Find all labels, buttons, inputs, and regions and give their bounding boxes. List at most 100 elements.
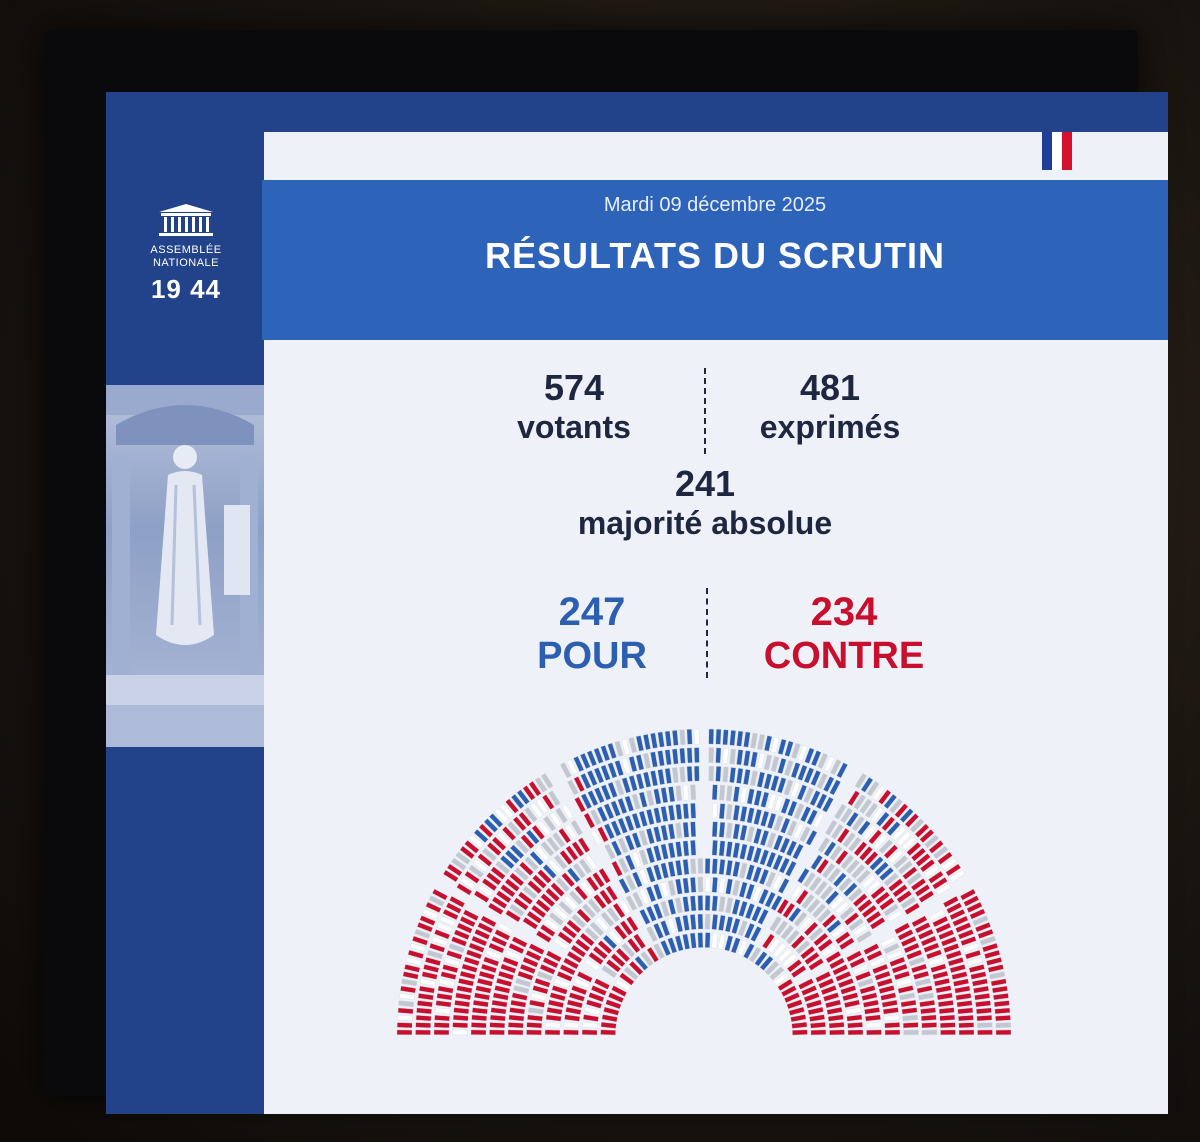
seat bbox=[932, 876, 948, 890]
seat bbox=[729, 729, 737, 746]
seat bbox=[759, 955, 774, 971]
seat bbox=[793, 911, 808, 927]
seat bbox=[593, 893, 607, 910]
seat bbox=[715, 728, 722, 745]
seat bbox=[902, 866, 918, 880]
seat bbox=[470, 1022, 487, 1029]
seat bbox=[573, 977, 590, 989]
seat bbox=[674, 935, 684, 952]
seat bbox=[453, 929, 470, 941]
seat bbox=[866, 780, 880, 797]
seat bbox=[601, 965, 618, 979]
seat bbox=[987, 964, 1004, 973]
seat bbox=[895, 977, 913, 987]
seat bbox=[942, 895, 959, 908]
seat bbox=[433, 929, 451, 940]
seat bbox=[444, 957, 461, 967]
seat bbox=[847, 790, 861, 807]
seat bbox=[565, 845, 579, 861]
seat bbox=[650, 751, 658, 768]
seat bbox=[975, 1000, 992, 1008]
seat bbox=[664, 767, 672, 784]
seat bbox=[915, 853, 931, 867]
hemicycle-chart bbox=[396, 728, 1012, 1036]
seat bbox=[603, 1006, 620, 1016]
seat bbox=[824, 999, 842, 1009]
seat bbox=[803, 871, 816, 888]
seat bbox=[679, 766, 686, 783]
seat bbox=[491, 935, 508, 947]
seat bbox=[772, 942, 787, 958]
seat bbox=[730, 937, 741, 954]
seat bbox=[872, 963, 889, 975]
seat bbox=[711, 877, 718, 893]
seat bbox=[865, 880, 881, 895]
seat bbox=[563, 1029, 579, 1036]
majorite-label: majorité absolue bbox=[577, 505, 833, 541]
seat bbox=[977, 1029, 993, 1036]
seat bbox=[610, 953, 626, 968]
seat bbox=[757, 733, 766, 751]
seat bbox=[899, 808, 914, 823]
seat bbox=[718, 840, 726, 857]
seat bbox=[913, 970, 930, 980]
seat bbox=[501, 826, 517, 841]
seat bbox=[481, 847, 498, 862]
seat bbox=[588, 951, 604, 966]
seat bbox=[675, 822, 683, 839]
seat bbox=[742, 943, 755, 960]
seat bbox=[904, 813, 920, 828]
seat bbox=[916, 985, 933, 994]
seat bbox=[543, 815, 557, 832]
seat bbox=[974, 993, 991, 1001]
seat bbox=[667, 861, 676, 878]
seat bbox=[660, 843, 669, 860]
seat bbox=[795, 940, 811, 955]
seat bbox=[642, 752, 652, 769]
seat bbox=[690, 858, 697, 875]
seat bbox=[452, 1014, 469, 1022]
seat bbox=[697, 895, 704, 911]
seat bbox=[928, 840, 944, 854]
seat bbox=[478, 823, 494, 838]
seat bbox=[765, 851, 777, 868]
seat bbox=[660, 881, 670, 898]
seat bbox=[416, 921, 434, 933]
seat bbox=[564, 823, 578, 840]
seat bbox=[919, 999, 936, 1008]
seat bbox=[724, 916, 734, 933]
seat bbox=[739, 805, 748, 823]
seat bbox=[744, 922, 755, 939]
seat bbox=[512, 816, 527, 832]
seat bbox=[886, 821, 901, 837]
seat bbox=[732, 861, 741, 878]
seat bbox=[564, 1014, 581, 1022]
seat bbox=[778, 857, 791, 874]
seat bbox=[769, 916, 782, 932]
seat bbox=[800, 945, 816, 960]
seat bbox=[635, 754, 645, 771]
seat bbox=[808, 926, 824, 942]
seat bbox=[570, 944, 587, 958]
seat bbox=[968, 964, 985, 973]
seat bbox=[853, 794, 867, 810]
seat bbox=[838, 937, 855, 951]
seat bbox=[780, 797, 791, 815]
seat bbox=[495, 890, 512, 904]
seat bbox=[935, 883, 952, 896]
seat bbox=[825, 950, 842, 964]
seat bbox=[624, 854, 636, 871]
seat bbox=[785, 840, 798, 857]
seat bbox=[932, 915, 949, 928]
seat bbox=[970, 971, 987, 980]
seat bbox=[847, 1022, 863, 1029]
seat bbox=[812, 812, 825, 829]
seat bbox=[442, 908, 459, 921]
seat bbox=[626, 916, 639, 932]
seat bbox=[628, 755, 638, 773]
seat bbox=[580, 880, 594, 896]
seat bbox=[718, 859, 726, 875]
seat bbox=[949, 908, 966, 921]
seat bbox=[455, 992, 472, 1001]
seat bbox=[773, 815, 784, 832]
